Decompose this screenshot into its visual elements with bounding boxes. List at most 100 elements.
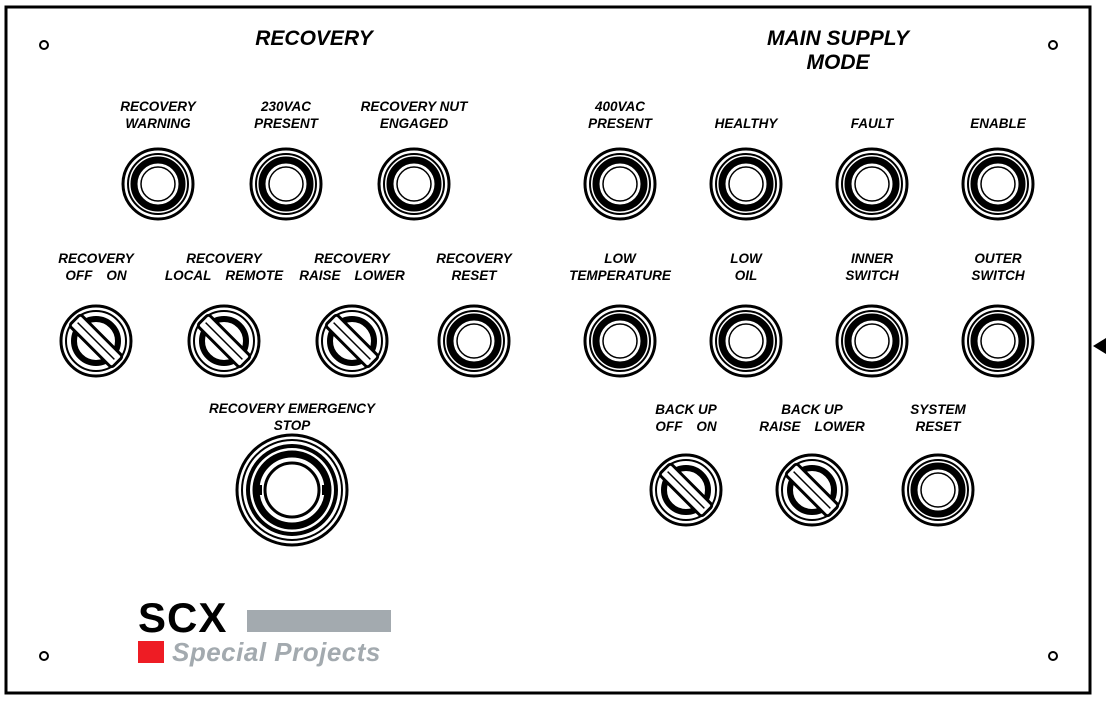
low-oil-lamp-label: LOW OIL — [730, 250, 762, 284]
switch-positions: LOCAL REMOTE — [165, 267, 283, 284]
low-temperature-lamp-label: LOW TEMPERATURE — [569, 250, 671, 284]
healthy-lamp-label: HEALTHY — [715, 115, 778, 132]
label-line: RECOVERY EMERGENCY — [208, 401, 376, 416]
230vac-present-lamp — [249, 147, 323, 221]
estop-key-slot-left — [254, 485, 262, 495]
selector-handle[interactable] — [784, 462, 840, 518]
400vac-present-lamp — [583, 147, 657, 221]
recovery-raise-lower-switch[interactable] — [315, 304, 389, 378]
label-line: LOW — [604, 251, 636, 266]
label-line: 400VAC — [594, 99, 646, 114]
selector-handle[interactable] — [324, 313, 380, 369]
switch-position-label: LOCAL — [164, 268, 212, 283]
label-line: TEMPERATURE — [569, 268, 671, 283]
logo-grey-bar — [247, 610, 391, 632]
recovery-nut-engaged-lamp-label: RECOVERY NUT ENGAGED — [361, 98, 468, 132]
side-arrow-marker — [1093, 338, 1106, 354]
system-reset-button[interactable] — [901, 453, 975, 527]
label-line: RESET — [451, 268, 497, 283]
logo-tagline: Special Projects — [172, 637, 381, 667]
label-line: BACK UP — [781, 402, 843, 417]
low-temperature-lamp — [583, 304, 657, 378]
back-up-raise-lower-switch-label: BACK UP RAISE LOWER — [759, 401, 865, 435]
mounting-screw-hole — [39, 651, 49, 661]
label-line: SYSTEM — [910, 402, 966, 417]
label-line: WARNING — [125, 116, 191, 131]
fault-lamp-label: FAULT — [851, 115, 894, 132]
mounting-screw-hole — [1048, 40, 1058, 50]
label-line: ENGAGED — [379, 116, 449, 131]
switch-position-label: LOWER — [354, 268, 405, 283]
inner-switch-lamp — [835, 304, 909, 378]
switch-position-label: OFF — [655, 419, 683, 434]
recovery-emergency-stop-label: RECOVERY EMERGENCY STOP — [209, 400, 375, 434]
scx-logo: SCX Special Projects — [138, 597, 398, 667]
label-line: RECOVERY — [186, 251, 262, 266]
label-line: RECOVERY — [58, 251, 134, 266]
selector-handle[interactable] — [658, 462, 714, 518]
mounting-screw-hole — [39, 40, 49, 50]
switch-position-label: RAISE — [759, 419, 801, 434]
fault-lamp — [835, 147, 909, 221]
label-line: ENABLE — [970, 116, 1026, 131]
label-line: 230VAC — [260, 99, 312, 114]
outer-switch-lamp — [961, 304, 1035, 378]
selector-handle[interactable] — [196, 313, 252, 369]
back-up-off-on-switch-label: BACK UP OFF ON — [655, 401, 717, 435]
label-line: RESET — [915, 419, 961, 434]
recovery-nut-engaged-lamp — [377, 147, 451, 221]
switch-positions: RAISE LOWER — [299, 267, 405, 284]
switch-position-label: OFF — [65, 268, 93, 283]
label-line: RECOVERY — [436, 251, 512, 266]
label-line: STOP — [273, 418, 311, 433]
recovery-local-remote-switch-label: RECOVERY LOCAL REMOTE — [165, 250, 283, 284]
recovery-local-remote-switch[interactable] — [187, 304, 261, 378]
mounting-screw-hole — [1048, 651, 1058, 661]
recovery-reset-button[interactable] — [437, 304, 511, 378]
enable-lamp — [961, 147, 1035, 221]
label-line: FAULT — [850, 116, 894, 131]
recovery-off-on-switch-label: RECOVERY OFF ON — [58, 250, 134, 284]
recovery-reset-button-label: RECOVERY RESET — [436, 250, 512, 284]
switch-positions: RAISE LOWER — [759, 418, 865, 435]
switch-position-label: REMOTE — [225, 268, 284, 283]
label-line: OUTER — [974, 251, 1022, 266]
recovery-raise-lower-switch-label: RECOVERY RAISE LOWER — [299, 250, 405, 284]
recovery-warning-lamp-label: RECOVERY WARNING — [120, 98, 196, 132]
back-up-off-on-switch[interactable] — [649, 453, 723, 527]
logo-brand: SCX — [138, 594, 228, 641]
label-line: OIL — [734, 268, 758, 283]
selector-handle[interactable] — [68, 313, 124, 369]
outer-switch-lamp-label: OUTER SWITCH — [971, 250, 1024, 284]
switch-position-label: ON — [106, 268, 127, 283]
recovery-emergency-stop[interactable] — [235, 433, 349, 547]
panel-outline — [4, 5, 1092, 695]
label-line: SWITCH — [845, 268, 899, 283]
inner-switch-lamp-label: INNER SWITCH — [845, 250, 898, 284]
healthy-lamp — [709, 147, 783, 221]
label-line: PRESENT — [254, 116, 318, 131]
recovery-warning-lamp — [121, 147, 195, 221]
back-up-raise-lower-switch[interactable] — [775, 453, 849, 527]
label-line: SWITCH — [971, 268, 1025, 283]
label-line: RECOVERY NUT — [360, 99, 468, 114]
230vac-present-lamp-label: 230VAC PRESENT — [254, 98, 318, 132]
system-reset-button-label: SYSTEM RESET — [910, 401, 966, 435]
label-line: RECOVERY — [120, 99, 196, 114]
main-supply-section-title: MAIN SUPPLY MODE — [767, 27, 909, 74]
enable-lamp-label: ENABLE — [970, 115, 1026, 132]
recovery-section-title: RECOVERY — [255, 27, 373, 50]
label-line: LOW — [730, 251, 762, 266]
logo-red-square — [138, 641, 164, 663]
recovery-off-on-switch[interactable] — [59, 304, 133, 378]
switch-position-label: LOWER — [814, 419, 865, 434]
label-line: PRESENT — [588, 116, 652, 131]
switch-position-label: RAISE — [299, 268, 341, 283]
estop-key-slot-right — [322, 485, 330, 495]
label-line: BACK UP — [655, 402, 717, 417]
400vac-present-lamp-label: 400VAC PRESENT — [588, 98, 652, 132]
switch-position-label: ON — [696, 419, 717, 434]
label-line: INNER — [850, 251, 893, 266]
low-oil-lamp — [709, 304, 783, 378]
